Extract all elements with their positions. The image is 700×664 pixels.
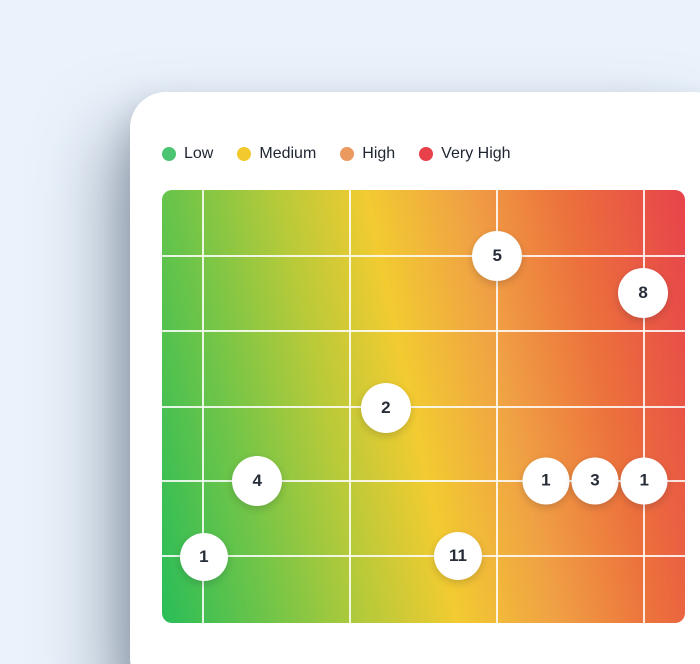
legend-label-low: Low (184, 145, 214, 162)
legend-item-low: Low (162, 144, 213, 164)
risk-matrix-card: Low Medium High Very High 5 8 2 4 1 3 1 1 11 (130, 92, 700, 664)
bubble-8-value-11[interactable]: 11 (434, 531, 483, 580)
chart-legend: Low Medium High Very High (162, 144, 511, 164)
legend-dot-low-icon (162, 147, 176, 161)
bubble-0-value-5[interactable]: 5 (472, 230, 523, 281)
grid-line-horizontal-0 (162, 254, 685, 257)
grid-line-horizontal-1 (162, 330, 685, 333)
legend-dot-very-high-icon (419, 147, 434, 161)
legend-dot-high-icon (340, 147, 355, 161)
legend-item-medium: Medium (237, 144, 316, 164)
bubble-1-value-8[interactable]: 8 (618, 268, 669, 319)
legend-item-very-high: Very High (419, 144, 511, 164)
bubble-2-value-2[interactable]: 2 (360, 382, 411, 433)
bubble-5-value-3[interactable]: 3 (571, 457, 619, 505)
legend-label-medium: Medium (259, 145, 317, 162)
bubble-4-value-1[interactable]: 1 (522, 457, 570, 505)
legend-item-high: High (340, 144, 395, 164)
grid-line-horizontal-3 (162, 479, 685, 482)
risk-matrix-plot: 5 8 2 4 1 3 1 1 11 (162, 190, 685, 623)
legend-label-very-high: Very High (441, 145, 511, 162)
bubble-7-value-1[interactable]: 1 (179, 532, 228, 581)
legend-dot-medium-icon (237, 147, 252, 161)
grid-line-horizontal-2 (162, 405, 685, 408)
bubble-6-value-1[interactable]: 1 (620, 457, 668, 505)
grid-line-horizontal-4 (162, 554, 685, 557)
bubble-3-value-4[interactable]: 4 (232, 455, 283, 506)
legend-label-high: High (362, 145, 396, 162)
